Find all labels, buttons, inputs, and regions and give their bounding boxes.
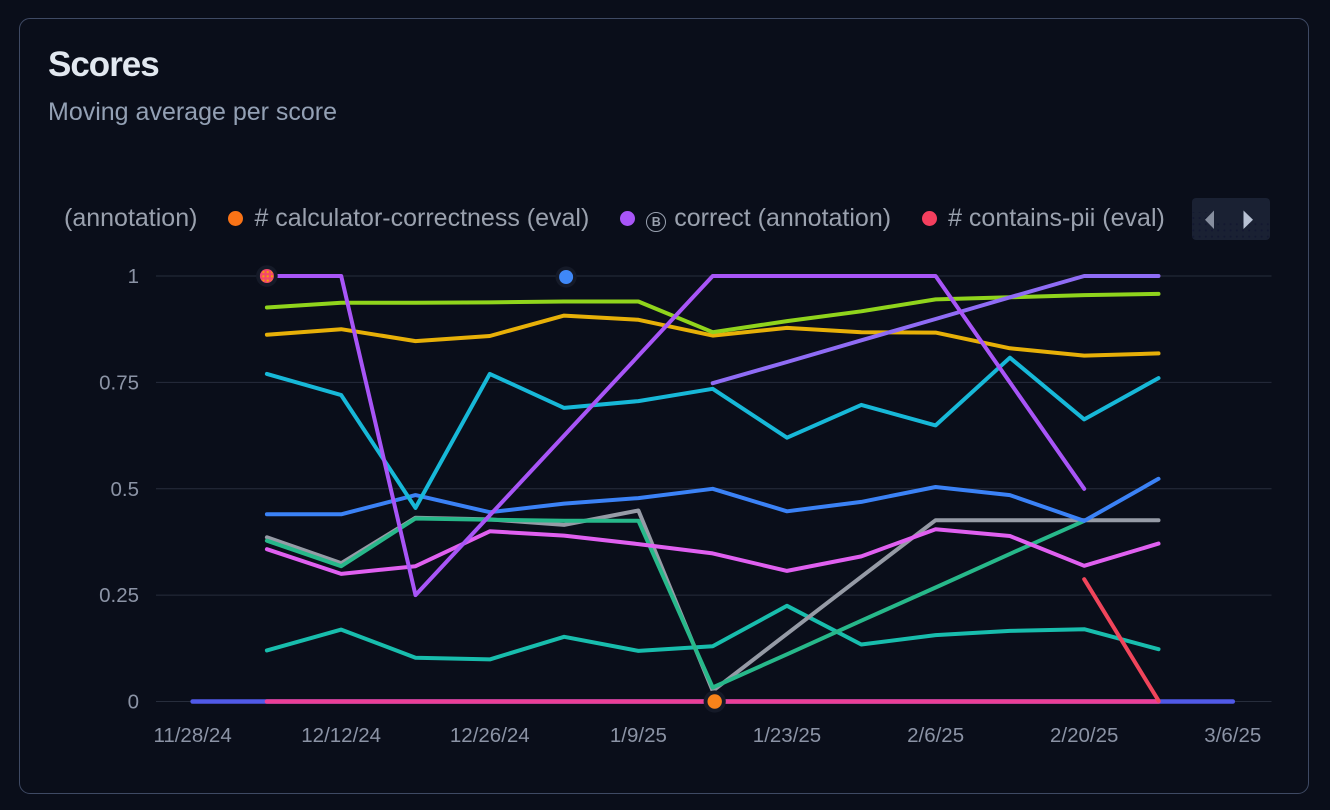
svg-text:1/9/25: 1/9/25 (610, 724, 667, 747)
svg-text:1/23/25: 1/23/25 (753, 724, 821, 747)
svg-text:1: 1 (128, 265, 139, 288)
svg-text:12/12/24: 12/12/24 (301, 724, 381, 747)
svg-text:12/26/24: 12/26/24 (450, 724, 530, 747)
svg-text:0.75: 0.75 (99, 371, 139, 394)
svg-text:3/6/25: 3/6/25 (1204, 724, 1261, 747)
svg-text:0.5: 0.5 (111, 478, 140, 501)
svg-text:2/6/25: 2/6/25 (907, 724, 964, 747)
svg-text:2/20/25: 2/20/25 (1050, 724, 1118, 747)
svg-text:0: 0 (128, 691, 139, 714)
svg-text:0.25: 0.25 (99, 584, 139, 607)
svg-text:11/28/24: 11/28/24 (153, 724, 231, 747)
